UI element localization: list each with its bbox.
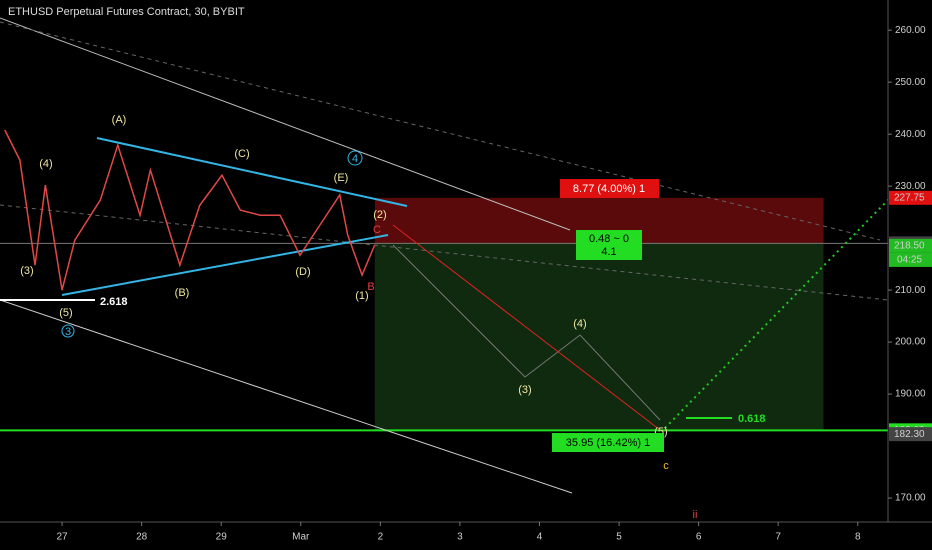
y-tick-label: 240.00	[895, 129, 926, 140]
fib-label: 0.618	[738, 413, 766, 425]
risk-box	[560, 179, 659, 198]
x-tick-label: 4	[537, 532, 543, 543]
wave-circle	[61, 324, 75, 338]
y-tick-label: 170.00	[895, 493, 926, 504]
wave-label: (D)	[295, 266, 310, 278]
x-tick-label: 5	[616, 532, 622, 543]
wave-circle	[347, 150, 363, 166]
wave-label: (4)	[573, 318, 586, 330]
target-box	[552, 433, 664, 452]
x-tick-label: 27	[57, 532, 69, 543]
y-tick-label: 200.00	[895, 337, 926, 348]
x-tick-label: Mar	[292, 532, 310, 543]
wave-label: (1)	[355, 290, 368, 302]
price-tag	[889, 190, 932, 205]
annotations: ETHUSD Perpetual Futures Contract, 30, B…	[8, 6, 766, 521]
wave-label: (4)	[39, 158, 52, 170]
x-tick-label: 2	[378, 532, 384, 543]
x-tick-label: 6	[696, 532, 702, 543]
drawings	[0, 17, 889, 494]
trend-line	[0, 17, 571, 231]
wave-label: C	[373, 224, 381, 236]
price-tag-label: 218.50	[894, 241, 925, 252]
wave-label: (E)	[334, 172, 349, 184]
wave-label: ii	[693, 509, 698, 521]
wave-label: B	[367, 281, 374, 293]
wave-projection	[392, 244, 661, 421]
wave-label: (3)	[20, 265, 33, 277]
wave-label: (2)	[373, 209, 386, 221]
wave-label: (A)	[112, 114, 127, 126]
price-series	[4, 129, 376, 291]
risk-label: 8.77 (4.00%) 1	[573, 183, 645, 195]
triangle-line	[96, 137, 408, 207]
ratio-label: 4.1	[601, 246, 616, 258]
projection-line	[664, 199, 889, 429]
x-tick-label: 28	[136, 532, 148, 543]
price-tag	[889, 427, 932, 442]
price-axis	[888, 0, 932, 550]
y-tick-label: 210.00	[895, 285, 926, 296]
price-line	[4, 129, 376, 291]
price-tag-label: 227.75	[894, 192, 925, 203]
target-label: 35.95 (16.42%) 1	[566, 437, 650, 449]
zones	[0, 197, 888, 432]
ratio-label: 0.48 ~ 0	[589, 233, 629, 245]
wave-label: 4	[352, 153, 358, 165]
countdown-label: 04:25	[897, 255, 922, 266]
countdown-tag	[889, 252, 932, 267]
wave-label: (C)	[234, 148, 249, 160]
y-tick-label: 250.00	[895, 77, 926, 88]
wave-label: c	[663, 460, 669, 472]
target-zone	[374, 243, 824, 431]
axes: 170.00190.00200.00210.00230.00240.00250.…	[57, 25, 932, 543]
trend-line	[0, 299, 573, 494]
x-tick-label: 29	[216, 532, 228, 543]
triangle-line	[61, 234, 389, 296]
wave-label: (5)	[59, 307, 72, 319]
dashed-line	[0, 21, 881, 241]
x-tick-label: 8	[855, 532, 861, 543]
x-tick-label: 7	[775, 532, 781, 543]
y-tick-label: 230.00	[895, 181, 926, 192]
wave-label: 3	[65, 326, 71, 338]
chart-title: ETHUSD Perpetual Futures Contract, 30, B…	[8, 6, 245, 18]
price-tag	[889, 238, 932, 253]
x-tick-label: 3	[457, 532, 463, 543]
target-line	[392, 224, 661, 431]
y-tick-label: 190.00	[895, 389, 926, 400]
wave-label: (B)	[175, 287, 190, 299]
price-tag-label: 182.30	[894, 429, 925, 440]
y-tick-label: 260.00	[895, 25, 926, 36]
ratio-box	[576, 230, 642, 260]
dashed-line	[0, 204, 889, 301]
fib-label: 2.618	[100, 296, 128, 308]
wave-label: (3)	[518, 384, 531, 396]
